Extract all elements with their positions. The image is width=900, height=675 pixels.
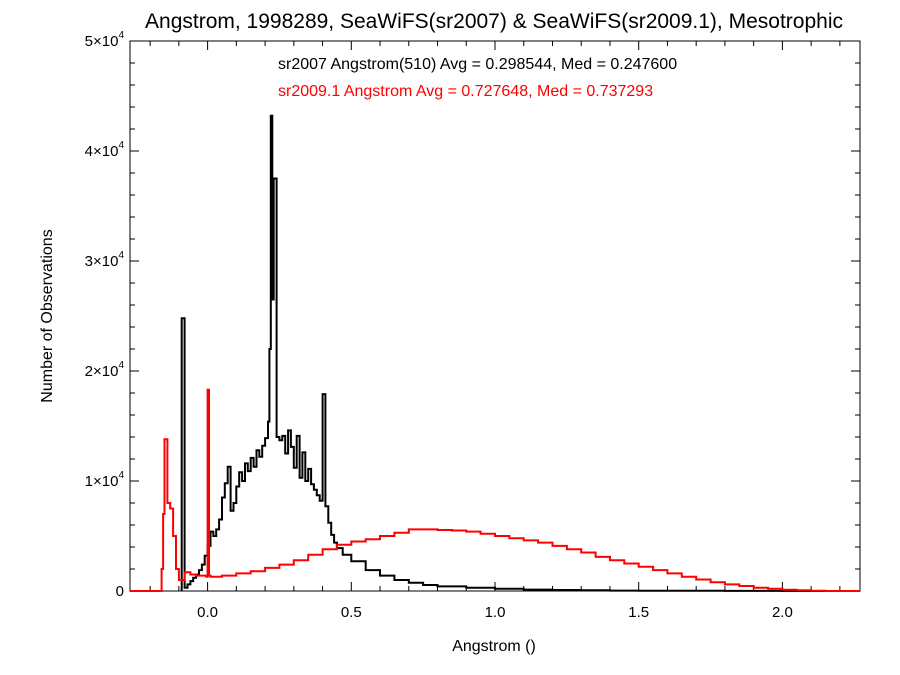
y-tick-label: 2×104 [85, 360, 125, 380]
y-tick-mantissa: 2×10 [85, 363, 119, 380]
x-tick-label: 0.0 [197, 604, 218, 621]
chart-title: Angstrom, 1998289, SeaWiFS(sr2007) & Sea… [145, 10, 843, 33]
y-tick-mantissa: 5×10 [85, 33, 119, 50]
y-tick-mantissa: 0 [116, 583, 124, 600]
y-tick-exponent: 4 [118, 140, 124, 151]
series-line-sr2007 [180, 114, 829, 592]
y-tick-exponent: 4 [118, 470, 124, 481]
axes: 0.0 0.5 1.0 1.5 2.001×1042×1043×1044×1045×10… [85, 30, 861, 621]
legend-sr2009: sr2009.1 Angstrom Avg = 0.727648, Med = … [278, 83, 653, 100]
y-tick-exponent: 4 [118, 360, 124, 371]
y-tick-label: 5×104 [85, 30, 125, 50]
legend-sr2007: sr2007 Angstrom(510) Avg = 0.298544, Med… [278, 56, 677, 73]
y-tick-exponent: 4 [118, 30, 124, 41]
y-axis-label: Number of Observations [39, 229, 56, 402]
y-tick-label: 4×104 [85, 140, 125, 160]
y-tick-mantissa: 1×10 [85, 473, 119, 490]
y-tick-exponent: 4 [118, 250, 124, 261]
series-group [130, 114, 860, 592]
x-tick-label: 0.5 [341, 604, 362, 621]
x-tick-label: 2.0 [772, 604, 793, 621]
y-tick-label: 3×104 [85, 250, 125, 270]
x-tick-label: 1.5 [628, 604, 649, 621]
x-axis-label: Angstrom () [452, 638, 536, 655]
legend: sr2007 Angstrom(510) Avg = 0.298544, Med… [278, 56, 677, 100]
y-tick-label: 1×104 [85, 470, 125, 490]
series-line-sr2009 [160, 388, 829, 592]
y-tick-label: 0 [116, 583, 124, 600]
y-tick-mantissa: 3×10 [85, 253, 119, 270]
x-tick-label: 1.0 [485, 604, 506, 621]
y-tick-mantissa: 4×10 [85, 143, 119, 160]
